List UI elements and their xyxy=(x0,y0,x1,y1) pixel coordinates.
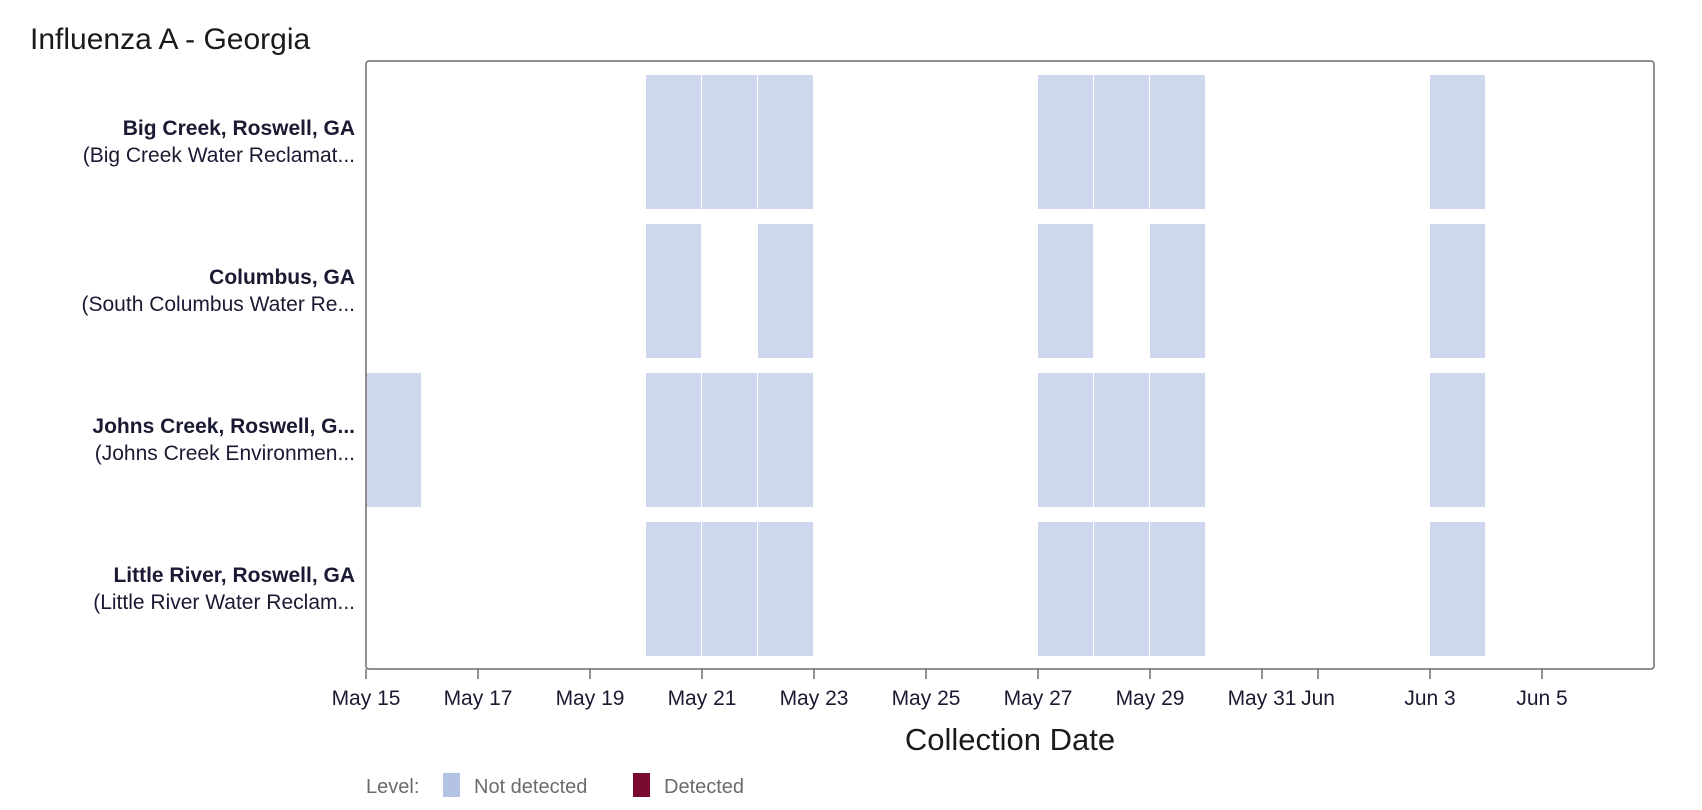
heatmap-cell[interactable] xyxy=(758,373,813,507)
heatmap-cell[interactable] xyxy=(1430,75,1485,209)
x-tick-label: May 19 xyxy=(556,687,625,710)
heatmap-cell[interactable] xyxy=(1150,224,1205,358)
site-name-label: Columbus, GA xyxy=(209,266,355,289)
legend-swatch[interactable] xyxy=(443,773,460,797)
heatmap-cell[interactable] xyxy=(1150,75,1205,209)
heatmap-cell[interactable] xyxy=(1038,522,1093,656)
heatmap-cell[interactable] xyxy=(1038,373,1093,507)
legend-label[interactable]: Not detected xyxy=(474,776,587,798)
heatmap-cell[interactable] xyxy=(1150,373,1205,507)
x-tick-label: May 29 xyxy=(1116,687,1185,710)
x-tick-label: May 17 xyxy=(444,687,513,710)
site-name-label: Little River, Roswell, GA xyxy=(113,564,355,587)
heatmap-cell[interactable] xyxy=(1430,373,1485,507)
heatmap-cell[interactable] xyxy=(702,373,757,507)
heatmap-cell[interactable] xyxy=(1094,522,1149,656)
legend-label[interactable]: Detected xyxy=(664,776,744,798)
heatmap-cell[interactable] xyxy=(758,522,813,656)
heatmap-cells xyxy=(366,75,1485,656)
site-subtitle-label: (Big Creek Water Reclamat... xyxy=(83,144,355,167)
heatmap-cell[interactable] xyxy=(758,224,813,358)
legend-swatch[interactable] xyxy=(633,773,650,797)
plot-frame xyxy=(365,60,1655,670)
heatmap-cell[interactable] xyxy=(1094,75,1149,209)
site-subtitle-label: (Johns Creek Environmen... xyxy=(95,442,355,465)
site-subtitle-label: (Little River Water Reclam... xyxy=(93,591,355,614)
heatmap-cell[interactable] xyxy=(1430,522,1485,656)
x-tick-label: May 23 xyxy=(780,687,849,710)
site-subtitle-label: (South Columbus Water Re... xyxy=(82,293,356,316)
site-name-label: Big Creek, Roswell, GA xyxy=(123,117,355,140)
chart-title: Influenza A - Georgia xyxy=(30,23,310,56)
heatmap-cell[interactable] xyxy=(646,373,701,507)
heatmap-cell[interactable] xyxy=(702,75,757,209)
legend: Level: Not detected Detected xyxy=(366,773,744,798)
x-tick-label: Jun xyxy=(1301,687,1335,710)
x-tick-label: May 27 xyxy=(1004,687,1073,710)
x-axis-title: Collection Date xyxy=(905,722,1115,757)
x-tick-label: Jun 5 xyxy=(1516,687,1567,710)
heatmap-cell[interactable] xyxy=(366,373,421,507)
heatmap-cell[interactable] xyxy=(758,75,813,209)
x-tick-label: May 31 xyxy=(1228,687,1297,710)
heatmap-cell[interactable] xyxy=(1094,373,1149,507)
heatmap-cell[interactable] xyxy=(1430,224,1485,358)
x-tick-label: May 25 xyxy=(892,687,961,710)
heatmap-cell[interactable] xyxy=(1038,75,1093,209)
site-name-label: Johns Creek, Roswell, G... xyxy=(92,415,355,438)
heatmap-cell[interactable] xyxy=(646,522,701,656)
x-tick-label: Jun 3 xyxy=(1404,687,1455,710)
x-tick-label: May 21 xyxy=(668,687,737,710)
x-tick-label: May 15 xyxy=(332,687,401,710)
heatmap-cell[interactable] xyxy=(646,224,701,358)
heatmap-cell[interactable] xyxy=(1150,522,1205,656)
heatmap-cell[interactable] xyxy=(1038,224,1093,358)
heatmap-cell[interactable] xyxy=(646,75,701,209)
heatmap-cell[interactable] xyxy=(702,522,757,656)
legend-title: Level: xyxy=(366,776,419,798)
y-axis-labels: Big Creek, Roswell, GA (Big Creek Water R… xyxy=(82,117,356,614)
x-axis: May 15 May 17 May 19 May 21 May 23 May 25 May … xyxy=(332,669,1568,710)
